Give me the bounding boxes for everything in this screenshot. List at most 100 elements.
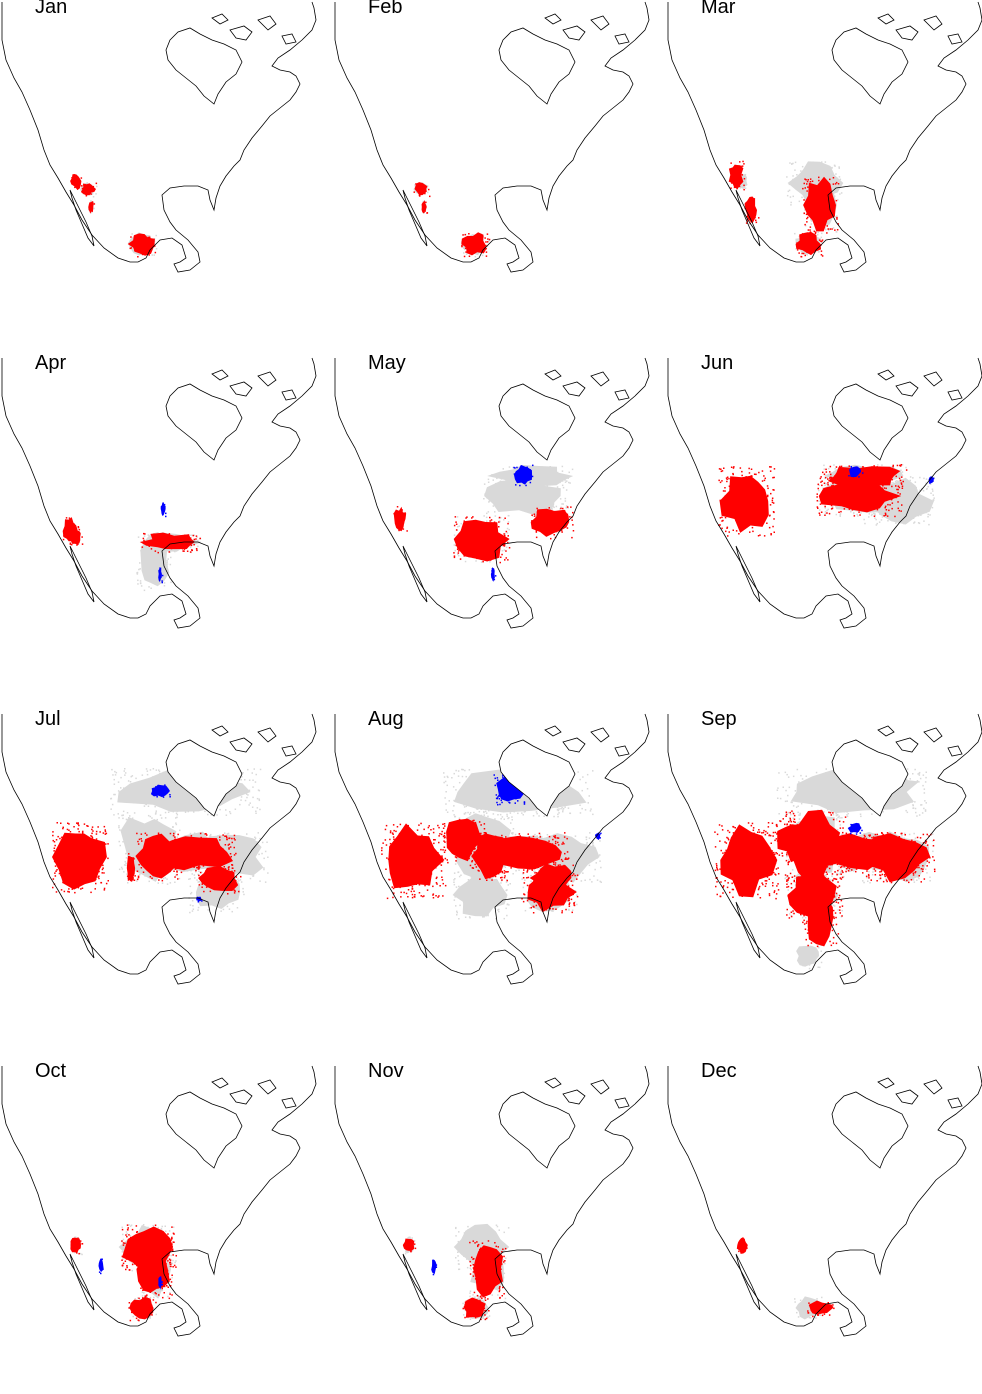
red-region-calnorth-pixel bbox=[396, 515, 399, 518]
gray-region-plains-pixel bbox=[509, 883, 511, 885]
gray-region-midwest-area bbox=[484, 479, 561, 516]
red-region-west-pixel bbox=[406, 848, 409, 850]
gray-region-canada_band-pixel bbox=[123, 770, 125, 772]
red-region-southplains-pixel bbox=[454, 516, 457, 518]
gray-region-greatlakes-pixel bbox=[566, 480, 568, 482]
blue-region-hudson_south-pixel bbox=[511, 794, 514, 797]
red-region-west_big-pixel bbox=[64, 848, 66, 851]
gray-region-canada_band-pixel bbox=[114, 774, 117, 776]
red-region-calsouth-pixel bbox=[77, 181, 79, 183]
island-outline-2 bbox=[211, 725, 229, 737]
gray-region-canada_band-pixel bbox=[144, 794, 147, 796]
gray-region-plains-pixel bbox=[473, 817, 476, 820]
gray-region-greatlakes-pixel bbox=[890, 482, 892, 484]
gray-region-midwest-pixel bbox=[564, 500, 567, 502]
gray-region-east-pixel bbox=[584, 879, 586, 881]
red-region-midwest-pixel bbox=[528, 856, 530, 858]
gray-region-midwest-pixel bbox=[507, 489, 509, 491]
gray-region-canada_band-pixel bbox=[446, 775, 449, 778]
gray-region-canada_band-pixel bbox=[587, 802, 589, 804]
gray-region-canada_band-pixel bbox=[445, 803, 447, 805]
red-region-appalachia-pixel bbox=[559, 864, 561, 866]
red-region-midwest-pixel bbox=[886, 515, 889, 517]
gray-region-canada_band-pixel bbox=[111, 768, 113, 771]
gray-region-midwest-pixel bbox=[839, 515, 841, 517]
gray-region-canada_band-pixel bbox=[787, 794, 789, 797]
red-region-midwest-pixel bbox=[206, 834, 208, 836]
red-region-gulfcoast-pixel bbox=[184, 538, 186, 540]
red-region-southplains-pixel bbox=[496, 533, 498, 535]
red-region-appalachia-pixel bbox=[534, 876, 537, 878]
red-region-midwest-pixel bbox=[539, 836, 541, 838]
month-label: Aug bbox=[368, 708, 404, 730]
red-region-midwest-pixel bbox=[858, 484, 861, 487]
gray-region-midwest-pixel bbox=[552, 503, 555, 506]
red-region-appalachia-pixel bbox=[546, 513, 549, 515]
red-region-greatlakes-pixel bbox=[899, 479, 902, 482]
gray-region-canada_band-pixel bbox=[521, 812, 523, 814]
red-region-appalachia-pixel bbox=[533, 513, 536, 515]
gray-region-canada_band-pixel bbox=[229, 795, 231, 797]
red-region-midwest-pixel bbox=[190, 856, 193, 858]
gray-region-texas-pixel bbox=[140, 546, 143, 548]
red-region-texas-pixel bbox=[802, 187, 804, 190]
red-region-west-pixel bbox=[403, 833, 405, 835]
red-region-calcoast-pixel bbox=[77, 526, 80, 529]
red-region-west-pixel bbox=[386, 857, 388, 859]
gray-region-midwest-pixel bbox=[493, 485, 495, 487]
blue-region-manitoba-pixel bbox=[162, 790, 164, 793]
red-region-rockies-pixel bbox=[444, 857, 447, 860]
red-region-southplains-pixel bbox=[483, 546, 485, 549]
red-region-southeast-pixel bbox=[539, 882, 541, 884]
red-region-southeast-pixel bbox=[535, 885, 537, 887]
red-region-plains_patch-pixel bbox=[479, 843, 481, 845]
gray-region-southeast-pixel bbox=[537, 906, 539, 909]
red-region-nevada_bar-pixel bbox=[126, 875, 129, 877]
red-region-calnorth-pixel bbox=[401, 517, 403, 520]
gray-region-east-pixel bbox=[930, 505, 932, 507]
red-region-texas-pixel bbox=[804, 187, 806, 189]
gray-region-east-pixel bbox=[909, 479, 911, 482]
gray-region-canada_band-pixel bbox=[129, 781, 132, 783]
red-region-bajasw-pixel bbox=[415, 183, 417, 185]
red-region-west_big-pixel bbox=[80, 872, 83, 874]
gray-region-canada_band-pixel bbox=[485, 812, 488, 814]
red-region-midwest bbox=[816, 476, 904, 518]
red-region-west-pixel bbox=[400, 838, 402, 840]
month-label: Feb bbox=[368, 0, 403, 18]
red-region-west-pixel bbox=[411, 896, 414, 899]
gray-region-canada_band-pixel bbox=[113, 778, 115, 781]
red-region-southeast-pixel bbox=[559, 897, 562, 899]
gray-region-southplains-pixel bbox=[471, 893, 473, 895]
red-region-west-pixel bbox=[440, 848, 442, 851]
red-region-mexs-pixel bbox=[463, 255, 466, 258]
red-region-west-pixel bbox=[420, 846, 423, 849]
red-region-southplains-pixel bbox=[471, 517, 473, 519]
gray-region-southeast-pixel bbox=[194, 877, 196, 879]
red-region-midwest-pixel bbox=[231, 867, 234, 869]
gray-region-canada_band-pixel bbox=[148, 791, 150, 794]
gray-region-east-pixel bbox=[569, 840, 572, 843]
red-region-mexs-pixel bbox=[477, 250, 480, 252]
red-region-midwest-pixel bbox=[150, 869, 152, 872]
red-region-plains_patch-pixel bbox=[151, 838, 154, 840]
red-region-greatlakes-pixel bbox=[840, 465, 843, 468]
gray-region-southplains-pixel bbox=[507, 521, 510, 523]
gray-region-southplains-pixel bbox=[487, 913, 489, 915]
gray-region-southplains-pixel bbox=[506, 532, 509, 534]
gray-region-greatlakes-pixel bbox=[568, 471, 570, 474]
red-region-southplains-pixel bbox=[496, 554, 499, 556]
red-region-west_big-pixel bbox=[771, 497, 774, 499]
red-region-west_big-pixel bbox=[70, 871, 72, 873]
gray-region-southplains-pixel bbox=[497, 902, 500, 904]
red-region-midwest-pixel bbox=[511, 840, 514, 842]
red-region-calcoast-pixel bbox=[741, 174, 743, 176]
gray-region-plains-pixel bbox=[469, 813, 471, 816]
red-region-southplains-pixel bbox=[498, 521, 500, 523]
red-region-plains_patch-pixel bbox=[476, 859, 478, 861]
red-region-west-pixel bbox=[437, 852, 439, 854]
red-region-texas-pixel bbox=[806, 180, 809, 183]
red-region-midwest-pixel bbox=[151, 864, 153, 867]
gray-region-midwest-pixel bbox=[824, 511, 827, 513]
gray-region-east-pixel bbox=[907, 487, 909, 490]
